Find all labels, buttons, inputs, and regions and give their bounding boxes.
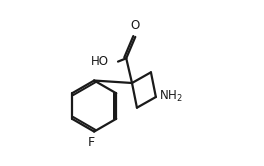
Text: O: O xyxy=(131,19,140,32)
Text: F: F xyxy=(88,136,95,149)
Text: NH$_2$: NH$_2$ xyxy=(159,89,183,104)
Text: HO: HO xyxy=(91,55,109,68)
